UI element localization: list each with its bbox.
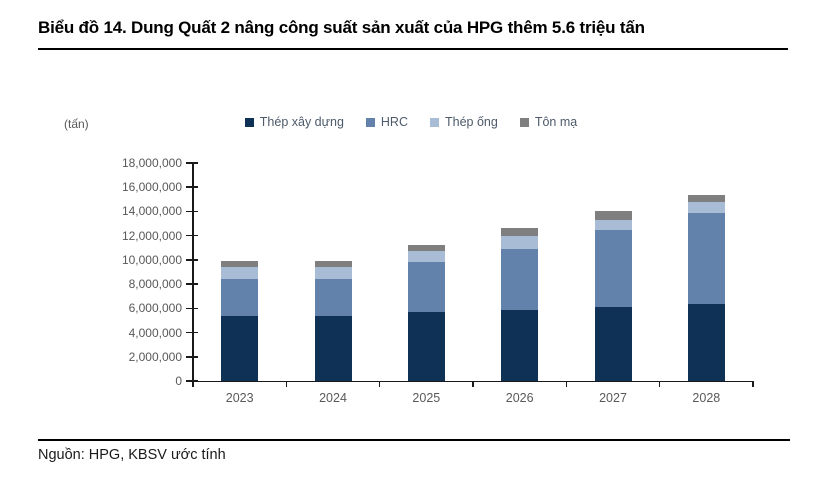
y-axis-unit-label: (tấn) [64, 117, 89, 131]
y-tick [186, 331, 198, 334]
bar-segment-thep-xay-dung-2025 [407, 311, 445, 381]
y-tick-label: 14,000,000 [121, 204, 182, 219]
x-tick [752, 381, 754, 387]
bar-segment-hrc-2027 [594, 229, 632, 308]
legend-item-hrc: HRC [365, 115, 408, 129]
x-tick [658, 381, 661, 387]
legend-label-ton-ma: Tôn mạ [534, 115, 578, 129]
bar-segment-thep-ong-2023 [221, 267, 259, 280]
bar-segment-thep-ong-2024 [314, 267, 352, 280]
x-axis-label-2024: 2024 [319, 391, 347, 405]
legend-swatch-hrc [365, 117, 375, 127]
y-axis-line [192, 163, 194, 381]
y-tick [186, 210, 198, 213]
legend-swatch-ton-ma [519, 117, 529, 127]
y-tick [186, 234, 198, 237]
y-tick-label: 18,000,000 [121, 156, 182, 170]
legend-item-thep-ong: Thép ống [430, 115, 498, 129]
bar-segment-thep-xay-dung-2026 [501, 309, 539, 381]
bar-2024 [314, 163, 352, 381]
y-tick-label: 4,000,000 [128, 325, 182, 340]
y-tick [186, 356, 198, 358]
x-tick [285, 381, 288, 387]
bar-segment-thep-ong-2025 [407, 251, 445, 263]
title-rule [38, 48, 788, 50]
bar-segment-hrc-2025 [407, 262, 445, 312]
x-axis-label-2027: 2027 [599, 391, 627, 405]
y-tick-label: 6,000,000 [128, 301, 182, 316]
bar-segment-ton-ma-2025 [407, 245, 445, 252]
x-tick [565, 381, 568, 387]
x-tick [472, 381, 474, 387]
x-axis-label-2026: 2026 [505, 391, 534, 405]
legend-label-thep-ong: Thép ống [445, 115, 498, 129]
bar-segment-ton-ma-2023 [221, 261, 259, 268]
legend-swatch-thep-ong [430, 117, 439, 127]
x-tick [378, 381, 381, 387]
y-tick-label: 12,000,000 [121, 228, 182, 243]
bar-segment-thep-xay-dung-2024 [314, 315, 352, 381]
chart-legend: Thép xây dựng HRC Thép ống Tôn mạ [0, 115, 822, 129]
x-axis-label-2025: 2025 [412, 391, 441, 405]
bar-2028 [687, 163, 725, 381]
bar-segment-thep-xay-dung-2027 [594, 307, 632, 381]
y-tick [186, 186, 198, 188]
y-tick [186, 162, 198, 164]
y-tick-label: 8,000,000 [128, 277, 182, 292]
legend-item-thep-xay-dung: Thép xây dựng [244, 115, 344, 129]
page-title: Biểu đồ 14. Dung Quất 2 nâng công suất s… [38, 18, 645, 37]
legend-label-thep-xay-dung: Thép xây dựng [259, 115, 344, 129]
x-tick [192, 381, 194, 387]
bar-segment-hrc-2023 [221, 279, 259, 316]
y-tick [186, 307, 198, 310]
bar-segment-thep-xay-dung-2028 [687, 303, 725, 381]
bar-segment-hrc-2028 [687, 212, 725, 304]
bar-segment-ton-ma-2024 [314, 261, 352, 268]
y-tick-label: 10,000,000 [121, 252, 182, 267]
y-tick [186, 259, 198, 261]
bar-segment-thep-ong-2026 [501, 235, 539, 249]
y-tick-label: 0 [175, 374, 182, 388]
bar-segment-ton-ma-2028 [687, 194, 725, 202]
source-note: Nguồn: HPG, KBSV ước tính [38, 447, 226, 463]
bar-segment-thep-xay-dung-2023 [221, 315, 259, 381]
y-tick [186, 283, 198, 285]
source-rule [38, 439, 790, 441]
y-tick-label: 16,000,000 [121, 180, 182, 195]
x-axis-label-2028: 2028 [692, 391, 721, 405]
legend-item-ton-ma: Tôn mạ [519, 115, 578, 129]
bar-2027 [594, 163, 632, 381]
bar-segment-thep-ong-2027 [594, 219, 632, 230]
y-tick [186, 380, 198, 382]
x-axis-label-2023: 2023 [225, 391, 254, 405]
bar-2025 [407, 163, 445, 381]
bar-segment-hrc-2026 [501, 249, 539, 310]
bar-segment-hrc-2024 [314, 279, 352, 316]
legend-swatch-thep-xay-dung [244, 117, 254, 127]
bar-2026 [501, 163, 539, 381]
bar-segment-thep-ong-2028 [687, 201, 725, 213]
plot-area: 0 2,000,000 4,000,000 6,000,000 8,000,000 10,… [122, 157, 754, 405]
legend-label-hrc: HRC [380, 115, 408, 129]
bar-segment-ton-ma-2027 [594, 211, 632, 220]
bar-2023 [221, 163, 259, 381]
y-tick-label: 2,000,000 [128, 349, 182, 364]
bar-segment-ton-ma-2026 [501, 228, 539, 236]
